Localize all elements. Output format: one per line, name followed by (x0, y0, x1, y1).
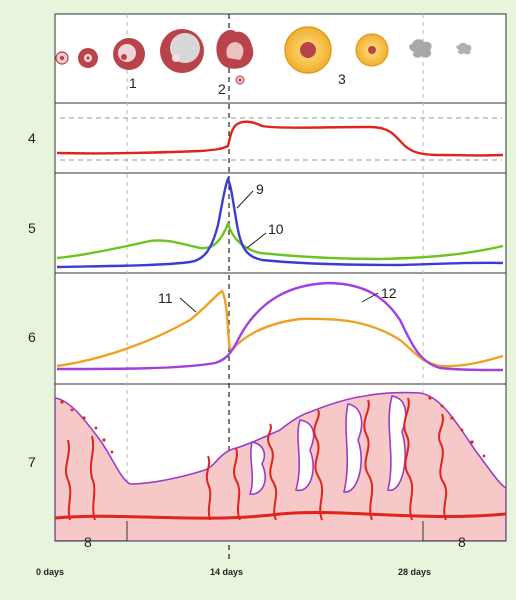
row-label-7: 7 (28, 454, 36, 470)
gonadotropin-curves: 9 10 (56, 176, 504, 269)
menstruation-label-2: 8 (458, 534, 466, 550)
x-tick-28-days: 28 days (398, 567, 431, 577)
x-tick-0-days: 0 days (36, 567, 64, 577)
ovary-stage-label-1: 1 (129, 75, 137, 91)
basal-vessel (55, 510, 506, 520)
developing-follicle-icon (55, 29, 204, 73)
row-label-6: 6 (28, 329, 36, 345)
ovarian-hormone-curves: 11 12 (56, 281, 504, 372)
temperature-curve (56, 117, 504, 161)
row-label-4: 4 (28, 130, 36, 146)
endometrial-glands (248, 395, 407, 495)
fsh-curve (56, 220, 504, 261)
curve-label-12: 12 (381, 285, 397, 301)
row-label-5: 5 (28, 220, 36, 236)
curve-label-11: 11 (158, 290, 173, 306)
ovary-stages: 1 2 3 (55, 26, 472, 97)
ovulation-icon (216, 29, 254, 85)
progesterone-curve (56, 281, 504, 372)
lh-curve (56, 176, 504, 269)
x-tick-14-days: 14 days (210, 567, 243, 577)
spiral-arteries (65, 397, 448, 521)
menstruation-brackets (55, 521, 506, 542)
menstruation-label-1: 8 (84, 534, 92, 550)
curve-label-10: 10 (268, 221, 284, 237)
shedding-debris (60, 396, 486, 458)
endometrium-layer (55, 391, 506, 541)
curve-label-9: 9 (256, 181, 264, 197)
panel-temperature (54, 102, 507, 174)
corpus-luteum-icon (284, 26, 472, 74)
ovary-stage-label-3: 3 (338, 71, 346, 87)
ovary-stage-label-2: 2 (218, 81, 226, 97)
